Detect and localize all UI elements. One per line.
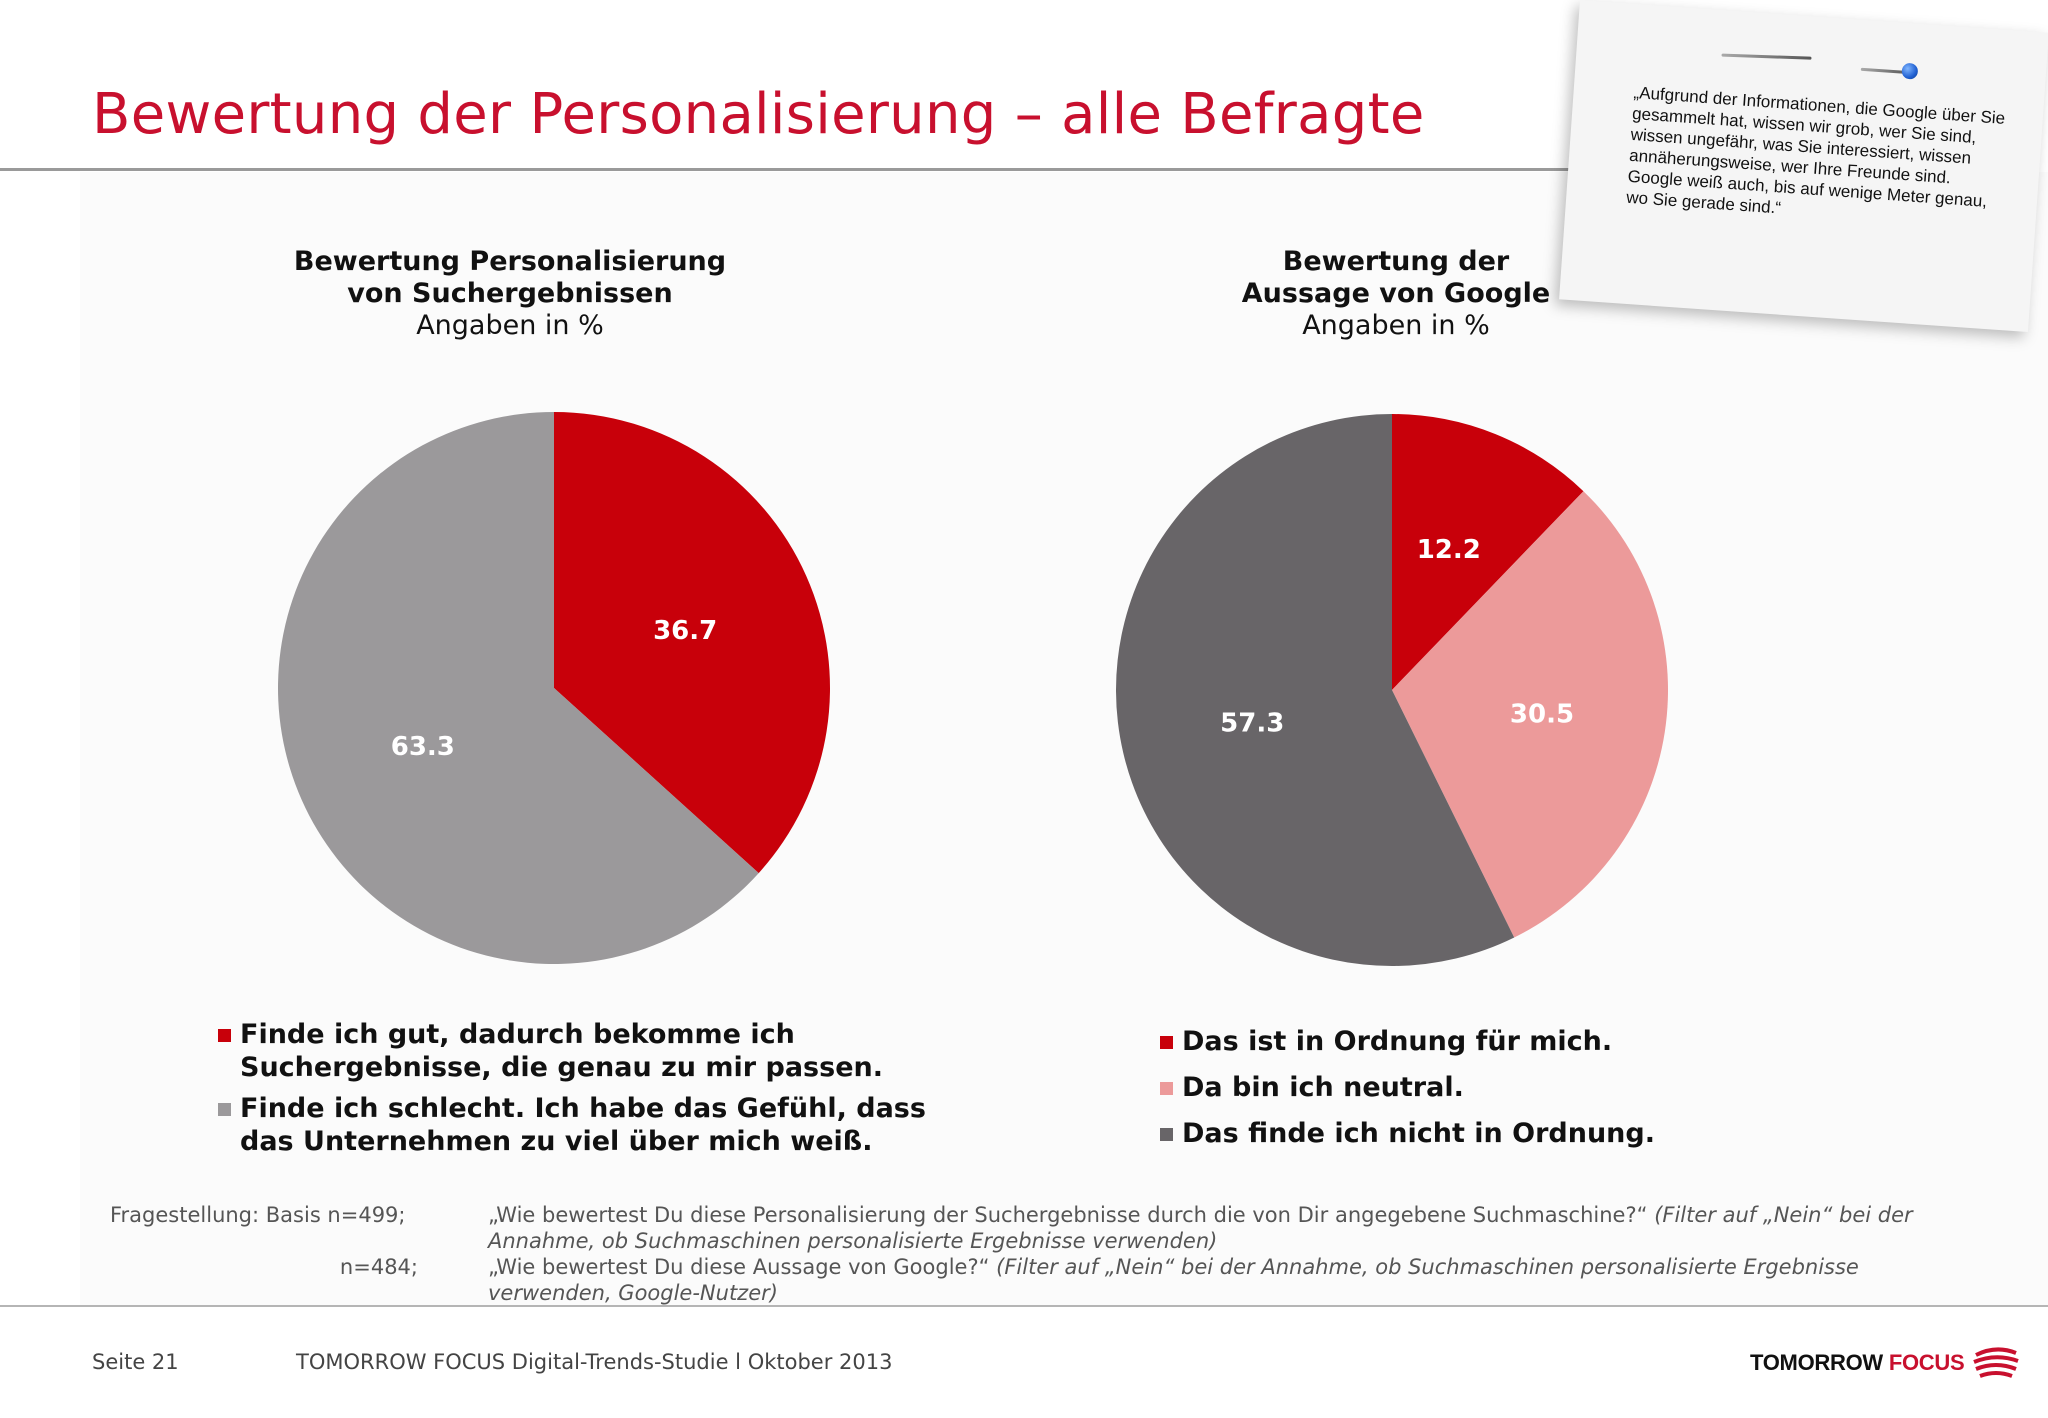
pie-slice <box>1392 491 1668 938</box>
footer-study-title: TOMORROW FOCUS Digital-Trends-Studie l O… <box>296 1350 893 1374</box>
pie-slice <box>1116 414 1515 966</box>
legend-item: Finde ich gut, dadurch bekomme ich Suche… <box>218 1018 938 1084</box>
chart2-subtitle: Angaben in % <box>1302 310 1490 341</box>
source-question: „Wie bewertest Du diese Personalisierung… <box>488 1203 1648 1227</box>
legend-swatch-pink <box>1160 1082 1173 1095</box>
legend-item: Das finde ich nicht in Ordnung. <box>1160 1117 1655 1150</box>
chart2-title-line2: Aussage von Google <box>1241 278 1551 309</box>
legend-label: Das ist in Ordnung für mich. <box>1182 1026 1613 1057</box>
legend-swatch-darkgray <box>1160 1128 1173 1141</box>
chart1-title-line2: von Suchergebnissen <box>347 278 673 309</box>
legend-item: Das ist in Ordnung für mich. <box>1160 1025 1655 1058</box>
chart1-subtitle: Angaben in % <box>416 310 604 341</box>
logo-swirl-icon <box>1973 1347 2020 1378</box>
pie-slice <box>1392 414 1584 690</box>
source-row: n=484; „Wie bewertest Du diese Aussage v… <box>110 1254 1940 1306</box>
chart1-heading: Bewertung Personalisierung von Suchergeb… <box>280 246 740 342</box>
legend-item: Da bin ich neutral. <box>1160 1071 1655 1104</box>
legend-label: Da bin ich neutral. <box>1182 1072 1464 1103</box>
source-text: „Wie bewertest Du diese Personalisierung… <box>488 1202 1940 1254</box>
chart2-heading: Bewertung der Aussage von Google Angaben… <box>1166 246 1626 342</box>
source-row: Fragestellung: Basis n=499; „Wie bewerte… <box>110 1202 1940 1254</box>
logo-word-tomorrow: TOMORROW <box>1750 1350 1883 1375</box>
source-question: „Wie bewertest Du diese Aussage von Goog… <box>488 1255 990 1279</box>
slice-value-label: 30.5 <box>1510 699 1574 729</box>
pin-needle <box>1721 53 1812 60</box>
source-filter: (Filter auf „Nein“ bei der Annahme, ob S… <box>488 1255 1859 1305</box>
source-label: Fragestellung: Basis n=499; <box>110 1203 406 1227</box>
quote-note: „Aufgrund der Informationen, die Google … <box>1559 0 2048 333</box>
source-text: „Wie bewertest Du diese Aussage von Goog… <box>488 1254 1940 1306</box>
legend-swatch-red <box>1160 1036 1173 1049</box>
legend-item: Finde ich schlecht. Ich habe das Gefühl,… <box>218 1092 938 1158</box>
pie-chart-personalisierung: 36.7 63.3 <box>278 412 830 964</box>
pushpin-icon <box>1901 62 1919 80</box>
footer-divider <box>0 1305 2048 1307</box>
legend-label: Finde ich gut, dadurch bekomme ich Suche… <box>240 1019 883 1083</box>
source-label: n=484; <box>339 1255 418 1279</box>
chart1-legend: Finde ich gut, dadurch bekomme ich Suche… <box>218 1018 938 1166</box>
chart2-legend: Das ist in Ordnung für mich. Da bin ich … <box>1160 1025 1655 1163</box>
slice-value-label: 63.3 <box>391 732 455 762</box>
source-notes: Fragestellung: Basis n=499; „Wie bewerte… <box>110 1202 1940 1306</box>
pie-slice <box>554 412 830 874</box>
pie-slice <box>278 412 759 964</box>
quote-text: „Aufgrund der Informationen, die Google … <box>1625 82 2006 218</box>
logo-word-focus: FOCUS <box>1888 1350 1965 1375</box>
slice-value-label: 36.7 <box>653 616 717 646</box>
slice-value-label: 12.2 <box>1417 535 1481 565</box>
source-filter: (Filter auf „Nein“ bei der Annahme, ob S… <box>488 1203 1913 1253</box>
legend-label: Finde ich schlecht. Ich habe das Gefühl,… <box>240 1093 926 1157</box>
title-divider <box>0 168 1640 171</box>
chart1-title-line1: Bewertung Personalisierung <box>293 246 727 277</box>
page-title: Bewertung der Personalisierung – alle Be… <box>92 82 1425 147</box>
chart2-title-line1: Bewertung der <box>1282 246 1510 277</box>
footer-page-number: Seite 21 <box>92 1350 179 1374</box>
company-logo: TOMORROW FOCUS <box>1750 1345 2020 1381</box>
legend-swatch-red <box>218 1029 231 1042</box>
slice-value-label: 57.3 <box>1220 709 1284 739</box>
legend-label: Das finde ich nicht in Ordnung. <box>1182 1118 1655 1149</box>
legend-swatch-gray <box>218 1103 231 1116</box>
pie-chart-aussage-google: 12.2 30.5 57.3 <box>1116 414 1668 966</box>
